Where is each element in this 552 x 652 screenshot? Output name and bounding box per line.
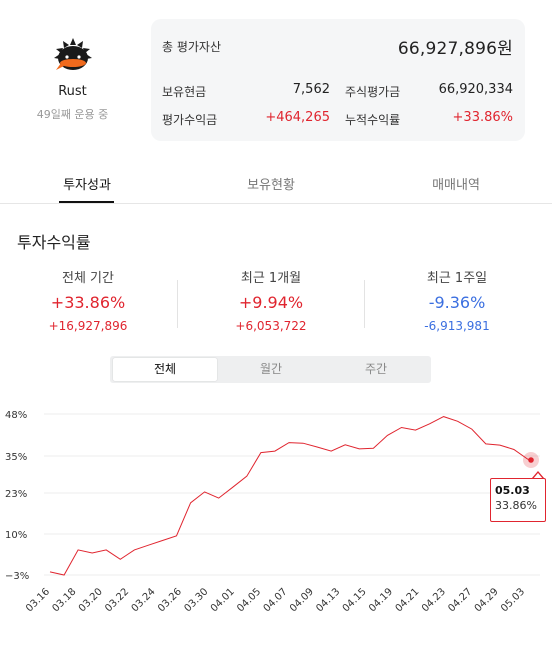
return-amount: -6,913,981 xyxy=(424,319,490,333)
period-segmented-control: 전체 월간 주간 xyxy=(110,356,431,383)
profile: Rust 49일째 운용 중 xyxy=(0,18,145,122)
tab-trade-history[interactable]: 매매내역 xyxy=(432,178,480,193)
series-line xyxy=(49,416,529,576)
tooltip-pointer xyxy=(532,471,544,479)
y-tick-label: 35% xyxy=(5,452,27,463)
x-tick-label: 03.20 xyxy=(77,586,105,614)
x-tick-label: 05.03 xyxy=(499,586,527,614)
x-tick-label: 03.16 xyxy=(24,586,52,614)
return-last-month: 최근 1개월 +9.94% +6,053,722 xyxy=(183,267,359,333)
x-tick-label: 04.05 xyxy=(235,586,263,614)
return-label: 최근 1개월 xyxy=(240,271,302,286)
x-tick-label: 03.26 xyxy=(156,586,184,614)
return-percent: +33.86% xyxy=(50,293,126,312)
x-tick-label: 04.27 xyxy=(446,586,474,614)
segment-monthly[interactable]: 월간 xyxy=(219,358,323,381)
return-last-week: 최근 1주일 -9.36% -6,913,981 xyxy=(369,267,545,333)
segment-weekly[interactable]: 주간 xyxy=(324,358,428,381)
cash-label: 보유현금 xyxy=(162,85,207,99)
cumulative-return-label: 누적수익률 xyxy=(345,113,401,127)
gain-value: +464,265 xyxy=(265,110,330,125)
return-percent: +9.94% xyxy=(238,293,304,312)
return-label: 최근 1주일 xyxy=(426,271,488,286)
active-tab-indicator xyxy=(59,201,114,203)
return-percent: -9.36% xyxy=(428,293,486,312)
x-tick-label: 04.13 xyxy=(314,586,342,614)
x-tick-label: 03.24 xyxy=(130,586,158,614)
return-line-chart: 48% 35% 23% 10% −3% 03.1603.1803.2003.2203.24… xyxy=(5,410,540,614)
tab-performance[interactable]: 투자성과 xyxy=(63,178,111,193)
divider xyxy=(177,280,178,328)
x-tick-label: 03.30 xyxy=(182,586,210,614)
asset-summary-card: 총 평가자산 66,927,896원 보유현금 7,562 주식평가금 66,9… xyxy=(151,19,525,141)
stock-value: 66,920,334 xyxy=(438,82,513,97)
tooltip-date: 05.03 xyxy=(495,484,530,497)
main-tabs: 투자성과 보유현황 매매내역 xyxy=(0,168,552,204)
return-amount: +6,053,722 xyxy=(235,319,307,333)
x-tick-label: 04.23 xyxy=(420,586,448,614)
stock-value-label: 주식평가금 xyxy=(345,85,401,99)
x-tick-label: 03.22 xyxy=(103,586,131,614)
return-label: 전체 기간 xyxy=(62,271,114,286)
y-tick-label: 23% xyxy=(5,489,27,500)
x-tick-label: 04.29 xyxy=(473,586,501,614)
section-title: 투자수익률 xyxy=(17,233,91,252)
tab-holdings[interactable]: 보유현황 xyxy=(247,178,295,193)
x-tick-label: 04.01 xyxy=(209,586,237,614)
x-tick-label: 04.07 xyxy=(262,586,290,614)
y-tick-label: −3% xyxy=(5,571,29,582)
x-tick-label: 04.09 xyxy=(288,586,316,614)
y-tick-label: 10% xyxy=(5,530,27,541)
total-asset-label: 총 평가자산 xyxy=(162,39,222,54)
x-tick-label: 04.15 xyxy=(341,586,369,614)
total-asset-value: 66,927,896원 xyxy=(397,38,513,59)
return-amount: +16,927,896 xyxy=(48,319,128,333)
chart-tooltip: 05.03 33.86% xyxy=(490,478,546,522)
divider xyxy=(364,280,365,328)
cumulative-return-value: +33.86% xyxy=(452,110,513,125)
x-tick-label: 04.19 xyxy=(367,586,395,614)
y-tick-label: 48% xyxy=(5,410,27,421)
cash-value: 7,562 xyxy=(292,82,330,97)
series-line-end xyxy=(527,458,532,461)
x-tick-label: 04.21 xyxy=(394,586,422,614)
tooltip-value: 33.86% xyxy=(495,499,537,512)
profile-subtitle: 49일째 운용 중 xyxy=(36,108,109,121)
segment-all[interactable]: 전체 xyxy=(113,358,217,381)
gain-label: 평가수익금 xyxy=(162,113,218,127)
return-total-period: 전체 기간 +33.86% +16,927,896 xyxy=(0,267,176,333)
hedgehog-avatar-icon xyxy=(53,36,93,76)
profile-name: Rust xyxy=(58,84,87,99)
x-tick-label: 03.18 xyxy=(50,586,78,614)
